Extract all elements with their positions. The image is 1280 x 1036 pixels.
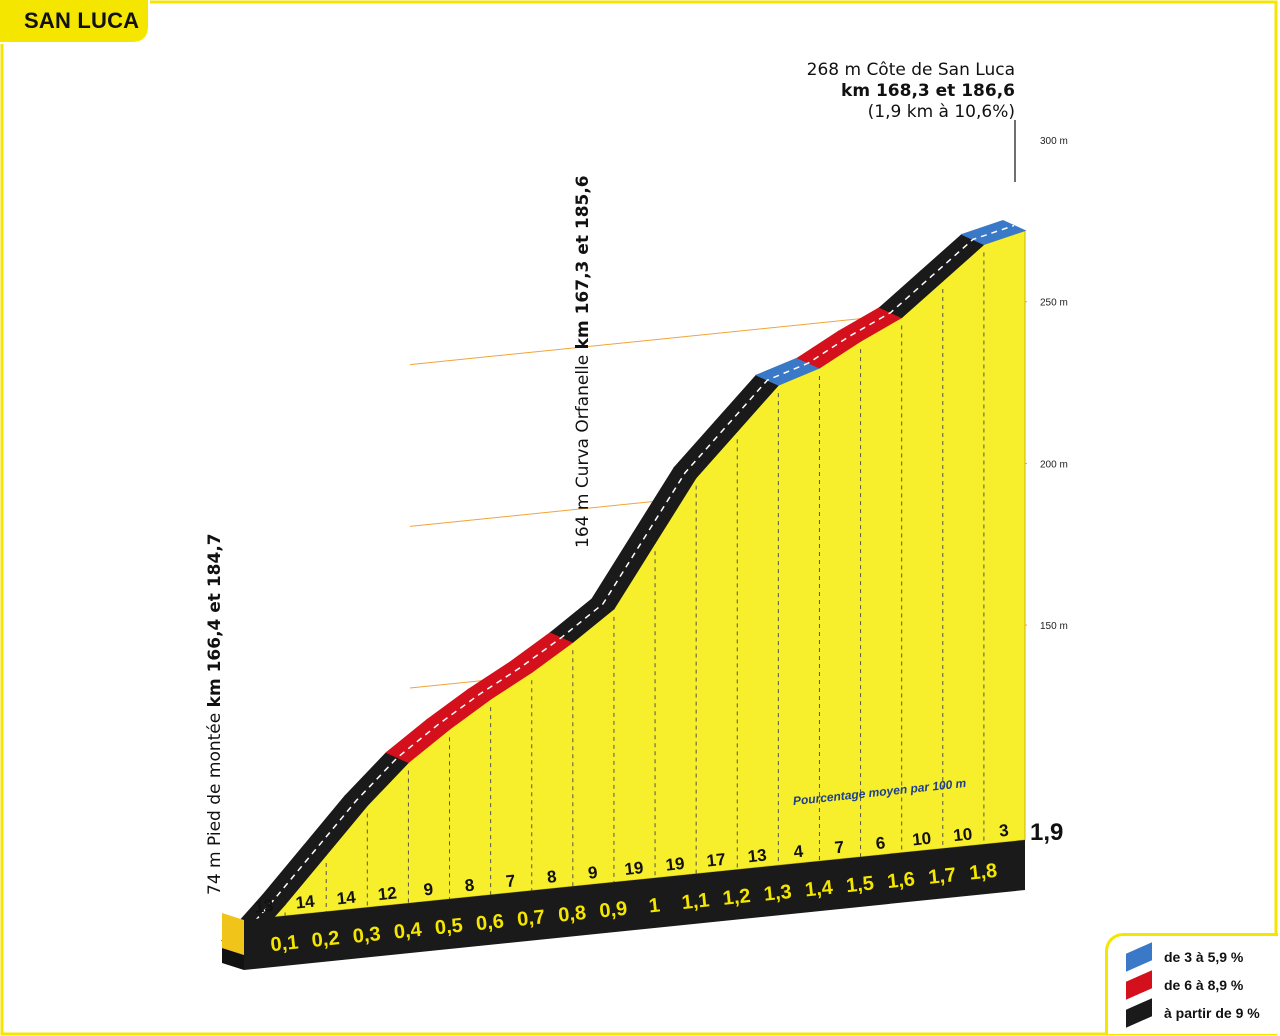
gradient-label: 10	[911, 829, 932, 850]
mid-label-km: km 167,3 et 185,6	[573, 175, 593, 349]
start-label: 74 m Pied de montée km 166,4 et 184,7	[205, 533, 225, 895]
km-label: 0,9	[598, 898, 628, 923]
profile-area	[243, 229, 1026, 953]
km-label: 1	[648, 894, 661, 917]
km-band	[244, 840, 1025, 970]
y-tick-label: 250 m	[1040, 298, 1068, 309]
mid-label: 164 m Curva Orfanelle km 167,3 et 185,6	[573, 175, 593, 548]
gradient-label: 8	[464, 875, 475, 895]
km-label: 0,2	[311, 927, 341, 952]
gradient-label: 3	[998, 821, 1009, 841]
gradient-label: 19	[624, 858, 645, 879]
summit-name: 268 m Côte de San Luca	[806, 60, 1015, 80]
summit-label: 268 m Côte de San Luca km 168,3 et 186,6…	[807, 60, 1015, 123]
y-tick-label: 150 m	[1040, 621, 1068, 632]
km-label: 1,2	[722, 885, 752, 910]
summit-km: km 168,3 et 186,6	[841, 81, 1015, 101]
km-label: 1,6	[886, 868, 916, 893]
gradient-label: 13	[254, 896, 275, 917]
end-km-label: 1,9	[1030, 819, 1063, 846]
y-tick-label: 200 m	[1040, 459, 1068, 470]
title-tab: SAN LUCA	[0, 0, 150, 44]
gradient-label: 19	[665, 854, 686, 875]
road-centerline	[232, 224, 1015, 947]
start-label-text: 74 m Pied de montée	[205, 707, 225, 895]
km-band-side	[222, 948, 244, 970]
km-label: 0,1	[269, 931, 299, 956]
legend-swatch-black	[1126, 998, 1152, 1028]
title-tab-shape	[0, 0, 148, 42]
km-label: 1,4	[804, 877, 835, 902]
km-label: 0,5	[434, 915, 464, 940]
gradient-label: 13	[747, 845, 768, 866]
start-cube	[222, 913, 244, 955]
gradient-label: 4	[793, 842, 805, 862]
legend-label: à partir de 9 %	[1164, 1005, 1260, 1021]
gradient-label: 14	[295, 892, 316, 913]
km-label: 0,7	[516, 906, 546, 931]
gradient-label: 9	[423, 880, 434, 900]
gradient-label: 14	[336, 888, 357, 909]
km-label: 1,3	[763, 881, 793, 906]
y-tick-label: 300 m	[1040, 136, 1068, 147]
km-label: 1,1	[681, 889, 711, 914]
summit-stats: (1,9 km à 10,6%)	[867, 102, 1015, 122]
km-label: 0,4	[393, 919, 424, 944]
km-label: 0,8	[557, 902, 587, 927]
gradient-label: 9	[587, 863, 598, 883]
gradient-label: 10	[952, 824, 973, 845]
gradient-label: 6	[875, 833, 886, 853]
legend: de 3 à 5,9 % de 6 à 8,9 % à partir de 9 …	[1105, 933, 1278, 1034]
gradient-label: 17	[706, 850, 727, 871]
km-label: 1,5	[845, 872, 875, 897]
legend-swatch-blue	[1126, 942, 1152, 972]
gradient-label: 12	[377, 883, 398, 904]
chart-title: SAN LUCA	[24, 8, 140, 33]
km-label: 0,6	[475, 910, 505, 935]
km-label: 1,7	[927, 864, 957, 889]
gradient-label: 8	[546, 867, 557, 887]
start-label-km: km 166,4 et 184,7	[205, 533, 225, 707]
km-label: 0,3	[352, 923, 382, 948]
legend-label: de 3 à 5,9 %	[1164, 949, 1244, 965]
legend-swatch-red	[1126, 970, 1152, 1000]
km-label: 1,8	[968, 860, 998, 885]
mid-label-text: 164 m Curva Orfanelle	[573, 349, 593, 548]
legend-item-blue: de 3 à 5,9 %	[1126, 942, 1244, 972]
legend-item-red: de 6 à 8,9 %	[1126, 970, 1244, 1000]
legend-label: de 6 à 8,9 %	[1164, 977, 1244, 993]
legend-item-black: à partir de 9 %	[1126, 998, 1260, 1028]
gradient-label: 7	[834, 838, 845, 858]
gradient-label: 7	[505, 871, 516, 891]
